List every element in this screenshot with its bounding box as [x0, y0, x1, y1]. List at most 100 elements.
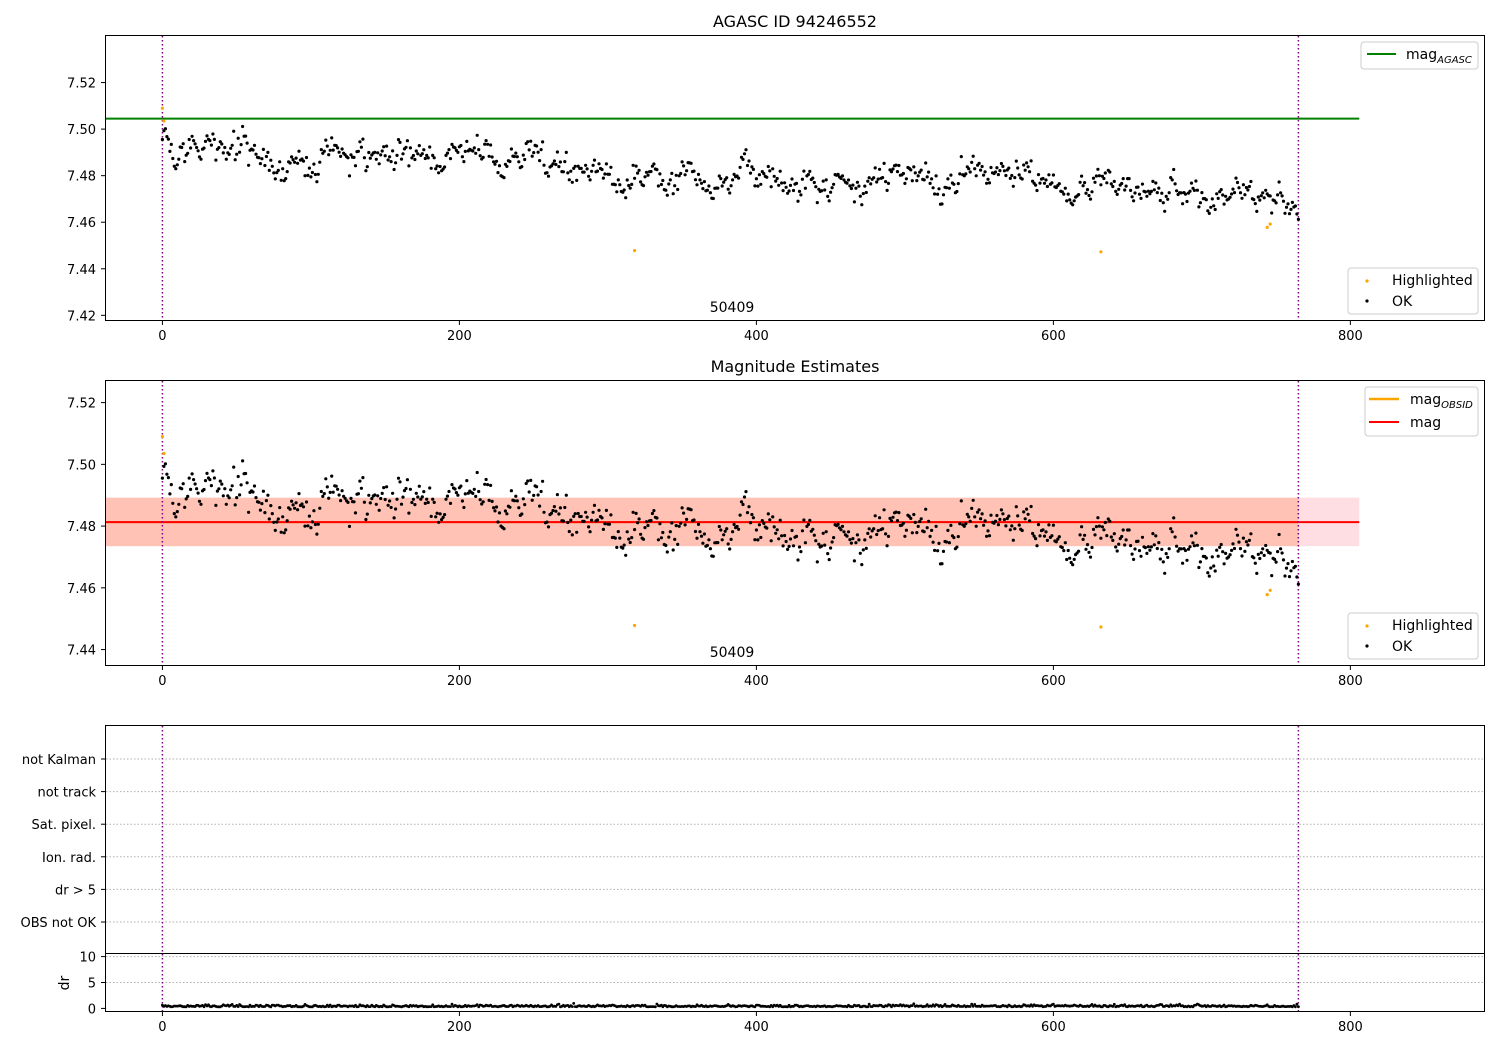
- ok-point: [368, 501, 372, 505]
- ok-point: [1215, 192, 1219, 196]
- ok-point: [1246, 543, 1250, 547]
- ok-point: [719, 528, 723, 532]
- ok-point: [396, 138, 401, 142]
- ok-point: [1280, 551, 1284, 555]
- ok-point: [695, 536, 699, 540]
- ok-point: [1221, 550, 1225, 554]
- ok-point: [621, 190, 625, 194]
- ok-point: [609, 165, 613, 169]
- ok-point: [1121, 528, 1125, 532]
- ok-point: [1084, 191, 1088, 195]
- ok-point: [1268, 551, 1272, 555]
- ok-point: [321, 494, 325, 498]
- ok-point: [487, 498, 491, 502]
- ok-point: [546, 174, 551, 178]
- ok-point: [1221, 193, 1225, 197]
- ok-point: [1287, 212, 1292, 216]
- ok-point: [1029, 159, 1033, 163]
- ok-point: [475, 133, 479, 137]
- ok-point: [1077, 549, 1081, 553]
- ok-point: [1283, 574, 1287, 578]
- ok-point: [245, 481, 249, 485]
- ok-point: [1255, 209, 1259, 213]
- ok-point: [257, 156, 261, 160]
- ok-point: [634, 511, 638, 515]
- dr-point: [1297, 1005, 1300, 1009]
- ok-point: [172, 511, 176, 516]
- ok-point: [462, 505, 466, 510]
- ok-point: [644, 170, 649, 174]
- ok-point: [1091, 176, 1096, 180]
- ok-point: [434, 515, 438, 519]
- ok-point: [218, 479, 222, 483]
- ok-point: [163, 462, 167, 466]
- ok-point: [546, 525, 551, 529]
- ok-point: [1096, 516, 1100, 520]
- ok-point: [854, 541, 858, 545]
- ok-point: [573, 512, 577, 516]
- y-tick-label: 7.50: [67, 458, 96, 473]
- ok-point: [435, 164, 439, 168]
- ok-point: [665, 193, 669, 197]
- ok-point: [967, 167, 971, 171]
- ok-point: [1020, 177, 1024, 181]
- highlighted-point: [1268, 588, 1272, 592]
- ok-point: [1081, 537, 1085, 542]
- ok-point: [863, 184, 867, 188]
- ok-point: [756, 538, 760, 542]
- ok-point: [731, 178, 735, 182]
- x-tick-label: 0: [158, 674, 166, 689]
- ok-point: [224, 157, 228, 161]
- ok-point: [618, 183, 622, 187]
- ok-point: [1022, 163, 1026, 167]
- ok-point: [1146, 545, 1150, 549]
- dr-point: [654, 1005, 657, 1009]
- ok-point: [1194, 531, 1198, 535]
- ok-point: [437, 171, 441, 175]
- ok-point: [823, 188, 827, 192]
- ok-point: [215, 489, 219, 493]
- ok-point: [456, 493, 460, 497]
- ok-point: [388, 155, 392, 159]
- ok-point: [1157, 186, 1161, 190]
- ok-point: [199, 157, 203, 161]
- ok-point: [590, 169, 594, 173]
- ok-point: [1173, 182, 1177, 186]
- ok-point: [1108, 519, 1112, 523]
- ok-point: [1237, 186, 1241, 190]
- ok-point: [1261, 191, 1265, 195]
- ok-point: [1277, 180, 1281, 184]
- ok-point: [493, 162, 497, 166]
- ok-point: [971, 154, 975, 158]
- ok-point: [630, 536, 634, 540]
- ok-point: [437, 520, 441, 524]
- ok-point: [889, 519, 894, 523]
- ok-point: [1206, 571, 1210, 575]
- ok-point: [872, 527, 876, 531]
- ok-point: [180, 487, 184, 491]
- ok-point: [441, 515, 445, 520]
- ok-point: [1050, 534, 1054, 538]
- ok-point: [636, 521, 640, 525]
- ok-point: [405, 139, 409, 143]
- ok-point: [428, 145, 432, 149]
- ok-point: [270, 511, 274, 516]
- ok-point: [1189, 534, 1194, 538]
- ok-point: [747, 159, 751, 163]
- ok-point: [1161, 560, 1165, 564]
- ok-point: [667, 535, 671, 539]
- ok-point: [566, 171, 570, 175]
- ok-point: [891, 167, 895, 171]
- ok-point: [824, 530, 828, 534]
- flag-label: Sat. pixel.: [32, 818, 96, 833]
- ok-point: [922, 178, 926, 182]
- ok-point: [195, 145, 199, 150]
- ok-point: [732, 172, 736, 176]
- dr-point: [450, 1002, 454, 1006]
- ok-point: [757, 173, 762, 177]
- ok-point: [808, 169, 812, 173]
- ok-point: [1084, 547, 1088, 551]
- ok-point: [585, 167, 589, 171]
- ok-point: [937, 187, 941, 191]
- ok-point: [702, 532, 707, 536]
